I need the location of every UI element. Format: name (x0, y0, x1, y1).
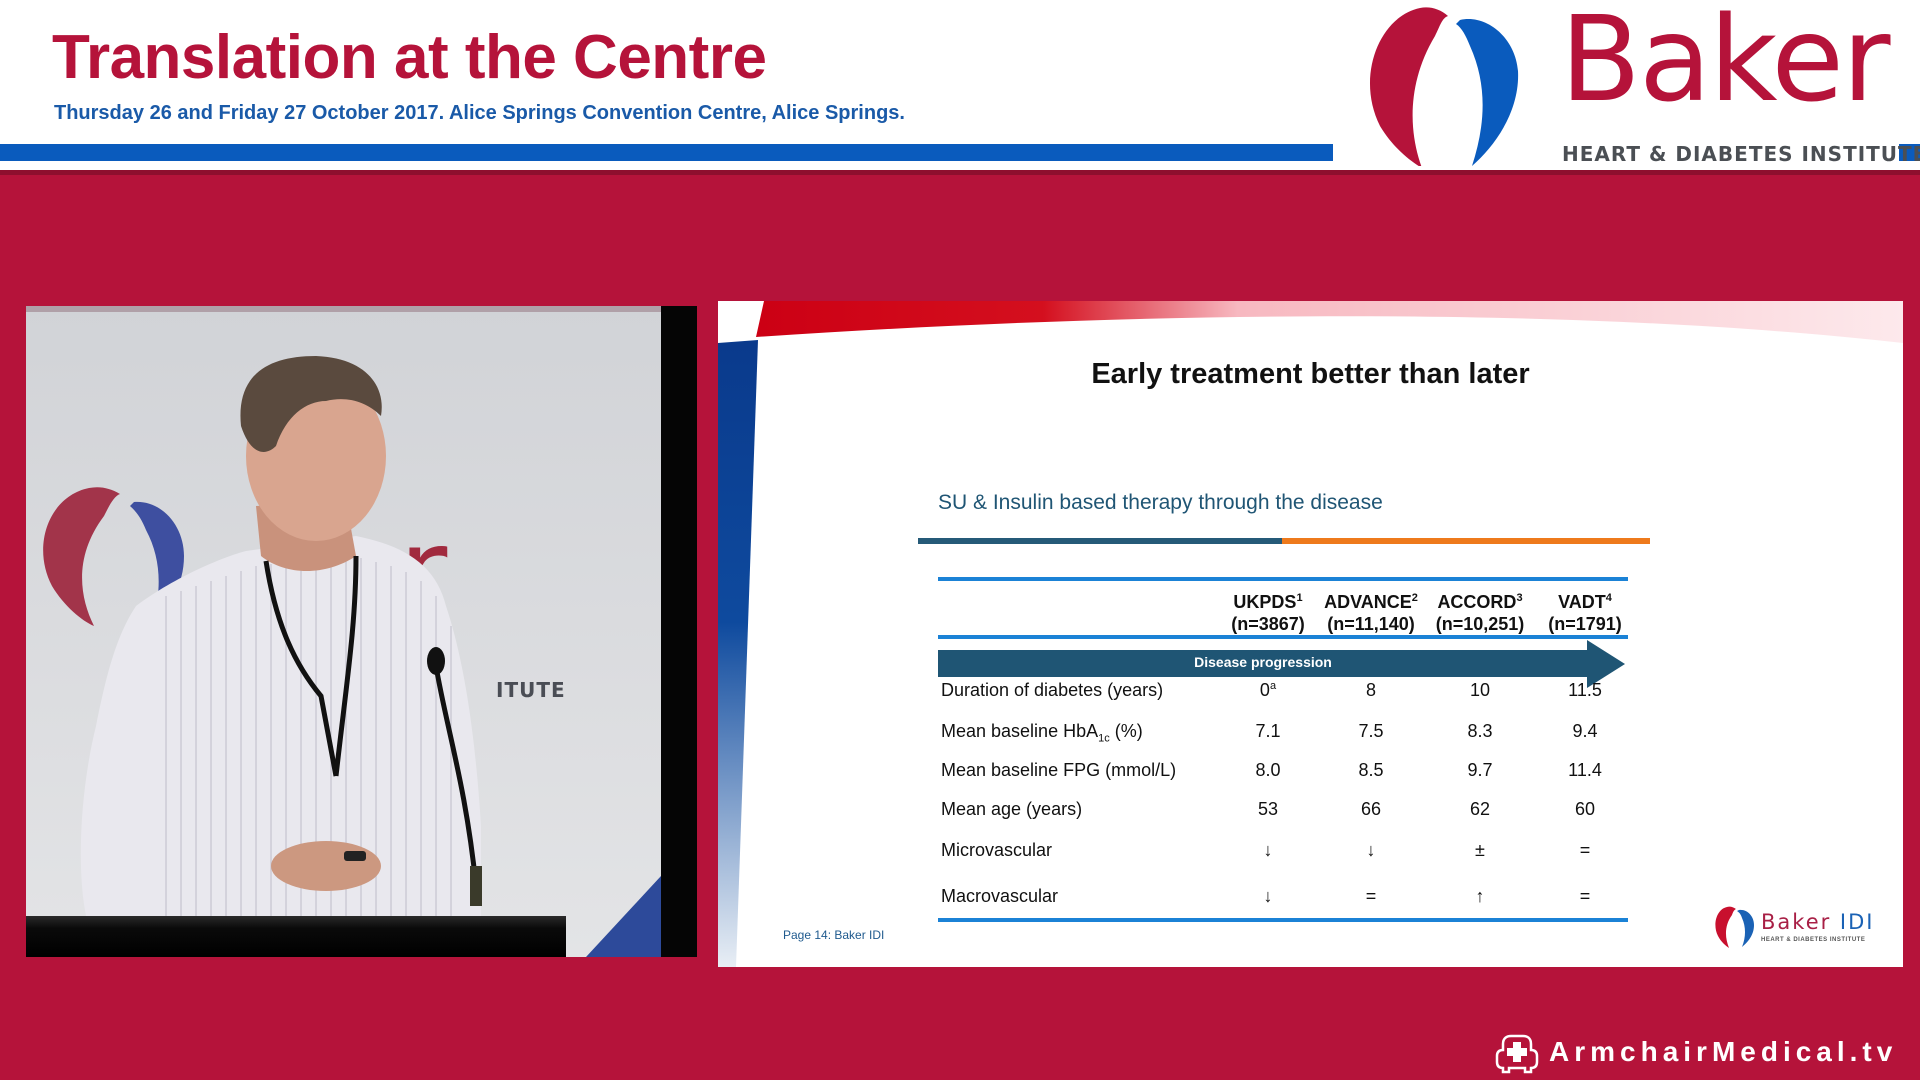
row-label-duration: Duration of diabetes (years) (941, 680, 1164, 700)
presentation-slide: Early treatment better than later SU & I… (718, 301, 1903, 967)
header-blue-bar (0, 144, 1333, 161)
table-top-rule (938, 577, 1628, 581)
lectern (26, 916, 566, 957)
conference-dates-venue: Thursday 26 and Friday 27 October 2017. … (54, 102, 905, 124)
subtitle-bar-orange (1282, 538, 1650, 544)
table-cell: 8.0 (1255, 760, 1281, 780)
slide-decoration (718, 301, 1903, 967)
table-cell: 8.5 (1358, 760, 1384, 780)
backdrop-top-stripe (26, 306, 661, 312)
table-cell: ↓ (1366, 840, 1376, 860)
row-label-microvascular: Microvascular (941, 840, 1053, 860)
video-letterbox (661, 306, 697, 957)
table-cell: 62 (1469, 799, 1491, 819)
header-blue-bar-right (1899, 144, 1920, 161)
baker-heart-icon (1370, 7, 1519, 166)
watermark-text: ArmchairMedical.tv (1549, 1036, 1898, 1067)
conference-title: Translation at the Centre (52, 23, 767, 92)
table-cell: 0a (1259, 680, 1277, 700)
row-label-macrovascular: Macrovascular (941, 886, 1059, 906)
table-cell: 53 (1257, 799, 1279, 819)
table-cell: 10 (1469, 680, 1491, 700)
mini-logo-word: Baker IDI (1761, 910, 1875, 934)
table-cell: 11.4 (1568, 760, 1602, 780)
table-cell: ↑ (1475, 886, 1485, 906)
table-cell: = (1579, 840, 1591, 860)
arrow-label: Disease progression (1194, 654, 1332, 670)
column-header-accord: ACCORD3 (n=10,251) (1435, 592, 1525, 634)
arrow-head-icon (1587, 640, 1625, 688)
slide-subtitle: SU & Insulin based therapy through the d… (938, 491, 1383, 514)
table-cell: 9.4 (1572, 721, 1598, 741)
table-cell: 8.3 (1467, 721, 1493, 741)
table-cell: 7.1 (1255, 721, 1281, 741)
disease-progression-arrow (938, 650, 1588, 677)
table-cell: ↓ (1263, 840, 1273, 860)
table-cell: ± (1475, 840, 1485, 860)
table-bottom-rule (938, 918, 1628, 922)
conference-header: Translation at the Centre Thursday 26 an… (0, 0, 1920, 172)
slide-page-number: Page 14: Baker IDI (783, 928, 885, 942)
baker-logo: Baker HEART & DIABETES INSTITUTE (1360, 0, 1920, 166)
table-cell: 11.5 (1568, 680, 1602, 700)
row-label-age: Mean age (years) (941, 799, 1083, 819)
table-cell: 8 (1365, 680, 1376, 700)
row-label-fpg: Mean baseline FPG (mmol/L) (941, 760, 1177, 780)
column-header-advance: ADVANCE2 (n=11,140) (1324, 592, 1418, 634)
table-cell: 60 (1574, 799, 1596, 819)
column-header-ukpds: UKPDS1 (n=3867) (1231, 592, 1305, 634)
slide-title: Early treatment better than later (1091, 358, 1530, 390)
baker-idi-logo: Baker IDI HEART & DIABETES INSTITUTE (1713, 906, 1883, 951)
mini-heart-icon (1715, 906, 1754, 948)
row-label-hba1c: Mean baseline HbA1c (%) (941, 721, 1143, 745)
table-cell: = (1579, 886, 1591, 906)
armchair-cross-icon (1495, 1034, 1539, 1074)
table-cell: 9.7 (1467, 760, 1493, 780)
table-cell: 7.5 (1358, 721, 1384, 741)
column-header-vadt: VADT4 (n=1791) (1548, 592, 1622, 634)
banner-tagline: ITUTE (496, 678, 566, 702)
speaker-figure (80, 356, 661, 957)
table-cell: = (1365, 886, 1377, 906)
subtitle-bar-teal (918, 538, 1282, 544)
mini-logo-tagline: HEART & DIABETES INSTITUTE (1761, 937, 1866, 943)
speaker-video: ker ITUTE (26, 306, 697, 957)
table-cell: 66 (1360, 799, 1382, 819)
table-header-rule (938, 635, 1628, 639)
logo-wordmark: Baker (1560, 0, 1891, 128)
header-divider (0, 170, 1920, 175)
table-cell: ↓ (1263, 886, 1273, 906)
logo-tagline: HEART & DIABETES INSTITUTE (1562, 142, 1920, 166)
